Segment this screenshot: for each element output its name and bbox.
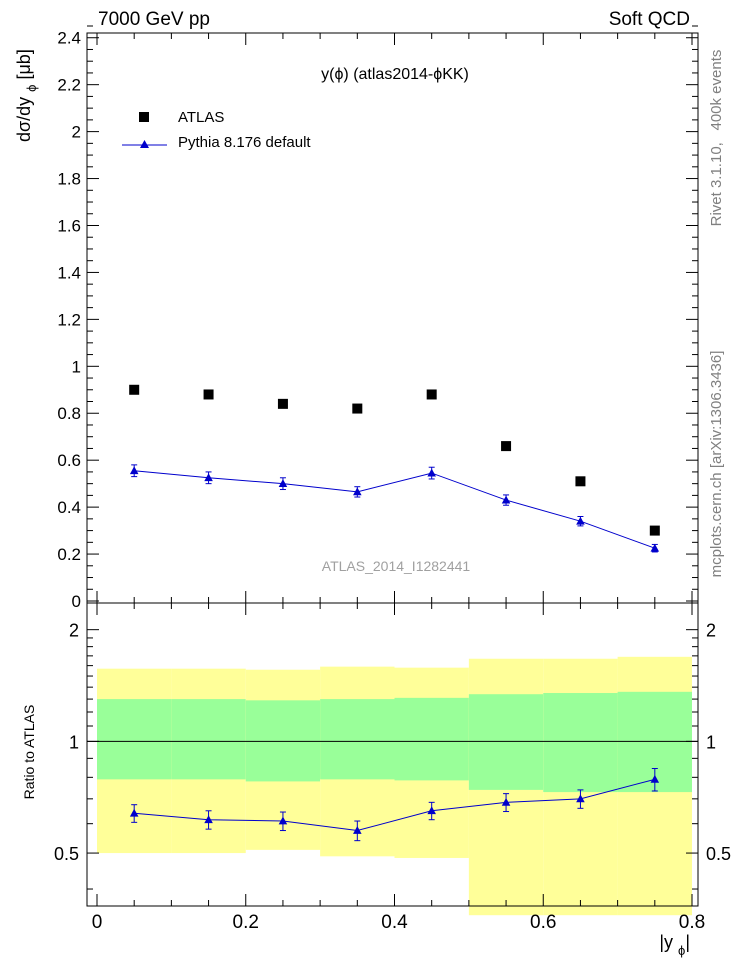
ratio-uncertainty-bands (97, 656, 692, 916)
ratio-data-point (650, 774, 660, 783)
pythia-data-point (427, 468, 436, 477)
main-y-tick-label: 1.2 (57, 310, 81, 329)
main-y-tick-label: 2.4 (57, 29, 81, 48)
main-y-tick-label: 0 (72, 592, 81, 611)
ratio-data-point (278, 816, 288, 825)
ratio-data-point (353, 826, 362, 834)
main-y-tick-label: 0.2 (57, 545, 81, 564)
main-y-tick-label: 1.6 (57, 216, 81, 235)
x-axis-label-text: |y (659, 932, 673, 952)
ratio-series-markers (129, 768, 660, 842)
main-y-tick-label: 1.8 (57, 170, 81, 189)
pythia-data-point (353, 487, 362, 496)
side-label-rivet: Rivet 3.1.10, 400k events (708, 50, 725, 227)
x-axis-label: |y ϕ| (659, 932, 690, 958)
pythia-data-point (576, 516, 585, 525)
ratio-data-point (204, 815, 213, 824)
stat-uncertainty-band (468, 694, 544, 790)
ratio-pythia-line (134, 778, 655, 832)
legend-label-atlas: ATLAS (178, 109, 224, 126)
atlas-data-point (129, 384, 140, 395)
atlas-data-point (501, 441, 512, 452)
ratio-frame (86, 602, 699, 907)
legend-marker-pythia (140, 140, 149, 148)
ratio-y-tick-label: 0.5 (54, 844, 79, 864)
main-axis-ticks: 0 0.2 0.4 0.6 0.8 1 1.2 1.4 1.6 1.8 2 2.2 2.4 (57, 25, 698, 611)
ratio-y-axis-label: Ratio to ATLAS (21, 705, 37, 800)
main-y-tick-label: 2.2 (57, 76, 81, 95)
ratio-axis-ticks: 0.5 0.5 1 1 2 2 0 0.2 0.4 0.6 0.8 (54, 603, 731, 933)
main-panel: 0 0.2 0.4 0.6 0.8 1 1.2 1.4 1.6 1.8 2 2.2 2.4 y(ϕ) (… (14, 25, 699, 611)
ratio-data-point (427, 806, 436, 815)
legend-marker-atlas (139, 112, 149, 122)
main-y-axis-label: dσ/dy (14, 97, 34, 142)
stat-uncertainty-band (320, 699, 395, 780)
main-series-markers (129, 384, 660, 553)
main-y-axis-label-subscript: ϕ (24, 85, 39, 92)
main-chart-title: y(ϕ) (atlas2014-ϕKK) (321, 66, 469, 83)
pythia-data-point (650, 543, 660, 552)
svg-text:dσ/dy ϕ [μb]: dσ/dy ϕ [μb] (14, 49, 39, 142)
main-y-tick-label: 0.4 (57, 498, 81, 517)
main-y-tick-label: 0.6 (57, 451, 81, 470)
ratio-data-point (576, 794, 585, 803)
main-y-axis-title: dσ/dy ϕ [μb] (14, 49, 39, 142)
main-y-tick-label: 1 (72, 357, 81, 376)
atlas-data-point (203, 389, 214, 400)
ratio-y-tick-label: 2 (69, 621, 79, 641)
atlas-data-point (575, 476, 586, 487)
main-y-tick-label: 1.4 (57, 263, 81, 282)
side-label-mcplots: mcplots.cern.ch [arXiv:1306.3436] (708, 351, 725, 578)
main-y-tick-label: 0.8 (57, 404, 81, 423)
header-energy: 7000 GeV pp (98, 9, 210, 30)
atlas-data-point (352, 403, 363, 414)
main-y-axis-label-unit: [μb] (14, 49, 34, 84)
x-axis-label-subscript: ϕ (678, 943, 685, 958)
x-tick-label: 0.2 (233, 912, 259, 933)
legend-label-pythia: Pythia 8.176 default (178, 134, 311, 151)
x-tick-label: 0.4 (381, 912, 408, 933)
ratio-y-tick-label-right: 2 (706, 621, 716, 641)
stat-uncertainty-band (543, 693, 618, 793)
x-axis-label-tail: | (685, 932, 690, 952)
ratio-data-point (501, 797, 511, 806)
pythia-data-point (204, 473, 213, 482)
x-tick-label: 0 (92, 912, 103, 933)
ratio-data-point (129, 808, 139, 817)
x-tick-label: 0.8 (679, 912, 705, 933)
atlas-data-point (649, 525, 660, 536)
watermark-analysis-id: ATLAS_2014_I1282441 (322, 558, 471, 574)
stat-uncertainty-band (97, 699, 172, 780)
pythia-data-point (501, 495, 511, 504)
ratio-y-tick-label: 1 (69, 732, 79, 752)
ratio-y-tick-label-right: 1 (706, 732, 716, 752)
ratio-y-tick-label-right: 0.5 (706, 844, 731, 864)
legend: ATLAS Pythia 8.176 default (122, 109, 311, 151)
atlas-data-point (277, 398, 288, 409)
ratio-panel: 0.5 0.5 1 1 2 2 0 0.2 0.4 0.6 0.8 Ratio to ATLAS |… (21, 602, 731, 958)
header-category: Soft QCD (609, 9, 690, 30)
stat-uncertainty-band (394, 697, 469, 781)
x-tick-label: 0.6 (530, 912, 556, 933)
pythia-data-point (129, 466, 139, 475)
atlas-data-point (426, 389, 437, 400)
main-y-tick-label: 2 (72, 123, 81, 142)
pythia-data-point (278, 479, 288, 488)
pythia-line (134, 470, 655, 549)
stat-uncertainty-band (171, 699, 246, 780)
